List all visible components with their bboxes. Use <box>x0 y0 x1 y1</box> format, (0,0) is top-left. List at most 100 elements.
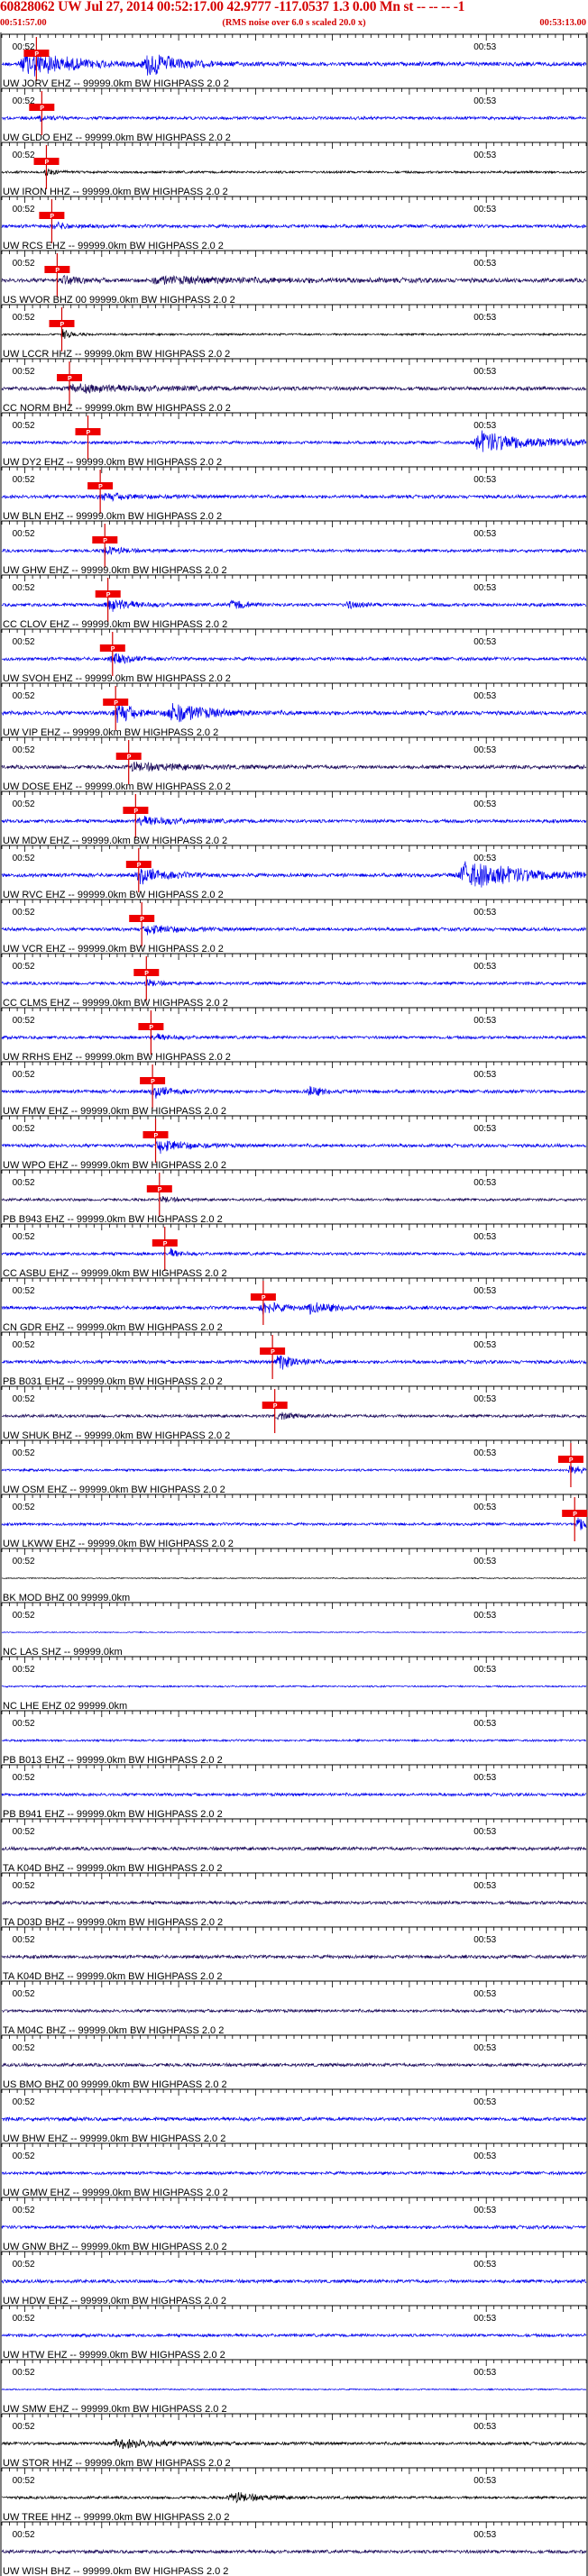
axis-ticks <box>1 2468 587 2474</box>
axis-ticks <box>1 1765 587 1771</box>
pick-box <box>250 1293 276 1301</box>
pick-label: P <box>163 1241 168 1247</box>
pick-label: P <box>55 268 60 274</box>
axis-ticks <box>1 2522 587 2528</box>
axis-ticks <box>1 737 587 744</box>
axis-ticks <box>1 1062 587 1068</box>
axis-ticks <box>1 2089 587 2096</box>
seismic-trace <box>1 1085 587 1099</box>
seismic-trace <box>1 1196 587 1203</box>
tick-label: 00:53 <box>473 475 496 485</box>
tick-label: 00:53 <box>473 1448 496 1458</box>
seismic-trace <box>1 2224 587 2231</box>
pick-label: P <box>133 808 138 815</box>
pick-box <box>562 1510 588 1517</box>
tick-label: 00:52 <box>13 205 35 215</box>
seismic-trace <box>1 1302 587 1315</box>
pick-box <box>33 158 60 165</box>
axis-ticks <box>1 2143 587 2150</box>
seismic-trace <box>1 2278 587 2285</box>
tick-label: 00:53 <box>473 313 496 323</box>
seismic-trace <box>1 598 587 612</box>
station-label: UW GHW EHZ -- 99999.0km BW HIGHPASS 2.0 … <box>3 565 227 576</box>
seismic-trace <box>1 762 587 772</box>
tick-label: 00:53 <box>473 1881 496 1891</box>
station-label: NC LHE EHZ 02 99999.0km <box>3 1701 127 1712</box>
pick-label: P <box>262 1295 266 1302</box>
station-label: UW RVC EHZ -- 99999.0km BW HIGHPASS 2.0 … <box>3 890 224 900</box>
pick-label: P <box>103 538 107 544</box>
pick-label: P <box>34 51 39 58</box>
pick-box <box>138 1023 164 1030</box>
pick-box <box>29 104 55 111</box>
tick-label: 00:53 <box>473 2314 496 2324</box>
pick-label: P <box>50 214 54 220</box>
pick-box <box>146 1185 172 1192</box>
tick-label: 00:53 <box>473 1989 496 1999</box>
pick-label: P <box>573 1512 577 1518</box>
pick-box <box>57 374 82 381</box>
tick-label: 00:53 <box>473 1503 496 1512</box>
pick-box <box>99 644 125 652</box>
axis-ticks <box>1 1170 587 1176</box>
station-label: UW IRON HHZ -- 99999.0km BW HIGHPASS 2.0… <box>3 187 228 197</box>
tick-label: 00:53 <box>473 2368 496 2378</box>
seismic-trace <box>1 328 587 339</box>
tick-label: 00:52 <box>13 1232 35 1242</box>
station-label: UW HTW EHZ -- 99999.0km BW HIGHPASS 2.0 … <box>3 2350 225 2361</box>
axis-ticks <box>1 954 587 960</box>
axis-ticks <box>1 1657 587 1663</box>
seismic-trace <box>1 816 587 827</box>
pick-label: P <box>87 430 91 436</box>
seismic-trace <box>1 979 587 987</box>
start-time: 00:51:57.00 <box>0 18 47 28</box>
seismic-trace <box>1 274 587 285</box>
tick-label: 00:53 <box>473 1178 496 1188</box>
tick-label: 00:52 <box>13 1881 35 1891</box>
pick-label: P <box>271 1349 275 1356</box>
axis-ticks <box>1 2306 587 2312</box>
tick-label: 00:52 <box>13 1286 35 1296</box>
pick-label: P <box>60 322 65 328</box>
seismic-trace <box>1 1792 587 1798</box>
tick-label: 00:53 <box>473 529 496 539</box>
seismic-trace <box>1 1684 587 1689</box>
pick-box <box>95 590 121 598</box>
pick-label: P <box>149 1025 153 1031</box>
axis-ticks <box>1 1819 587 1825</box>
tick-label: 00:53 <box>473 2260 496 2270</box>
pick-box <box>49 320 75 327</box>
tick-label: 00:52 <box>13 1557 35 1567</box>
tick-label: 00:52 <box>13 1827 35 1837</box>
tick-label: 00:53 <box>473 1719 496 1729</box>
tick-label: 00:52 <box>13 1124 35 1134</box>
station-label: TA K04D BHZ -- 99999.0km BW HIGHPASS 2.0… <box>3 1863 223 1874</box>
tick-label: 00:53 <box>473 1611 496 1621</box>
axis-ticks <box>1 34 587 41</box>
tick-label: 00:52 <box>13 2314 35 2324</box>
pick-box <box>133 969 160 976</box>
pick-label: P <box>114 700 118 707</box>
station-label: UW SHUK BHZ -- 99999.0km BW HIGHPASS 2.0… <box>3 1430 230 1441</box>
pick-label: P <box>154 1133 159 1139</box>
tick-label: 00:53 <box>473 799 496 809</box>
axis-ticks <box>1 845 587 852</box>
tick-label: 00:52 <box>13 2043 35 2053</box>
tick-label: 00:52 <box>13 583 35 593</box>
seismic-trace <box>1 1517 587 1530</box>
tick-label: 00:52 <box>13 1178 35 1188</box>
axis-ticks <box>1 683 587 690</box>
station-label: UW WISH BHZ -- 99999.0km BW HIGHPASS 2.0… <box>3 2566 228 2576</box>
tick-label: 00:52 <box>13 962 35 972</box>
seismic-trace <box>1 653 587 664</box>
axis-ticks <box>1 1548 587 1555</box>
tick-label: 00:52 <box>13 1719 35 1729</box>
station-label: NC LAS SHZ -- 99999.0km <box>3 1647 123 1658</box>
tick-label: 00:53 <box>473 1286 496 1296</box>
seismic-trace <box>1 1411 587 1420</box>
axis-ticks <box>1 629 587 635</box>
seismic-trace <box>1 2388 587 2391</box>
station-label: PB B943 EHZ -- 99999.0km BW HIGHPASS 2.0… <box>3 1214 223 1225</box>
tick-label: 00:53 <box>473 42 496 52</box>
